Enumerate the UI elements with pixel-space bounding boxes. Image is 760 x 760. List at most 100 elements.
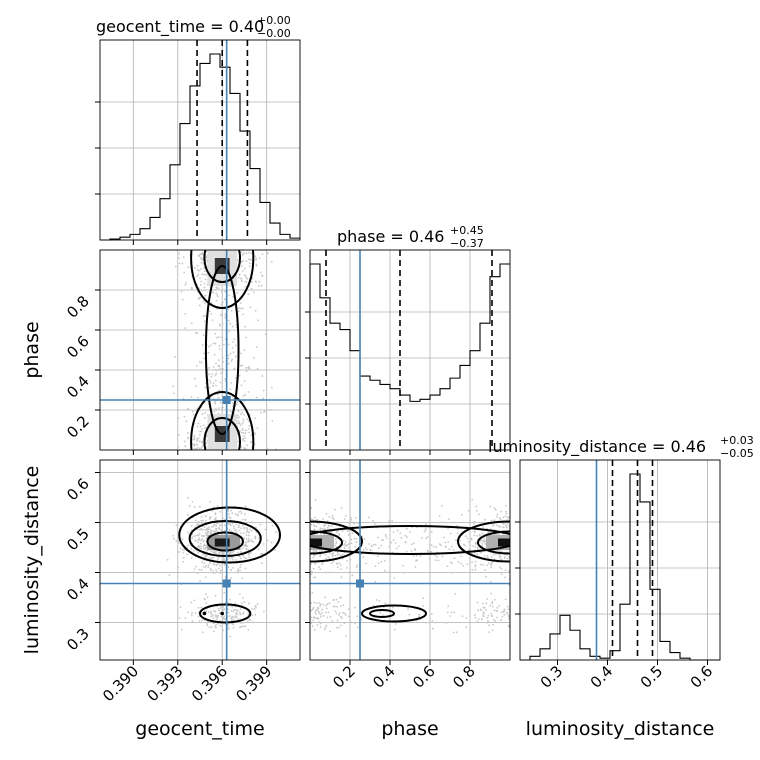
x-tick-label: 0.4 bbox=[369, 662, 399, 692]
sample-point bbox=[222, 406, 224, 409]
scatter-panel-geocent_time-phase: 0.2 0.4 0.6 0.8 bbox=[63, 249, 301, 455]
sample-point bbox=[254, 309, 257, 312]
sample-point bbox=[332, 552, 335, 555]
sample-point bbox=[476, 601, 479, 604]
sample-point bbox=[193, 443, 196, 446]
sample-point bbox=[254, 255, 257, 258]
sample-point bbox=[231, 556, 233, 559]
sample-point bbox=[241, 554, 244, 557]
sample-point bbox=[310, 571, 313, 574]
sample-point bbox=[204, 426, 207, 429]
sample-point bbox=[231, 522, 234, 525]
sample-point bbox=[196, 364, 198, 367]
sample-point bbox=[446, 611, 449, 614]
x-tick-label: 0.396 bbox=[188, 662, 231, 705]
sample-point bbox=[321, 561, 324, 564]
sample-point bbox=[326, 616, 329, 619]
sample-point bbox=[247, 628, 250, 631]
sample-point bbox=[253, 608, 256, 611]
sample-point bbox=[218, 344, 221, 347]
sample-point bbox=[229, 410, 232, 413]
hist-panel-luminosity_distance: 0.3 0.4 0.5 0.6 bbox=[515, 459, 721, 692]
x-tick-label: 0.6 bbox=[687, 662, 717, 692]
sample-point bbox=[341, 553, 344, 556]
sample-point bbox=[346, 559, 349, 562]
sample-point bbox=[219, 372, 222, 375]
sample-point bbox=[310, 602, 312, 604]
sample-point bbox=[197, 523, 200, 526]
x-tick-label: 0.4 bbox=[587, 662, 617, 692]
sample-point bbox=[181, 538, 184, 541]
sample-point bbox=[243, 440, 246, 442]
y-tick-label: 0.4 bbox=[63, 575, 93, 605]
sample-point bbox=[215, 626, 217, 629]
contour-level bbox=[457, 520, 510, 563]
sample-point bbox=[264, 333, 267, 336]
sample-point bbox=[246, 527, 248, 530]
sample-point bbox=[213, 518, 216, 521]
sample-point bbox=[214, 379, 217, 382]
sample-point bbox=[203, 562, 206, 565]
sample-point bbox=[197, 254, 200, 257]
sample-point bbox=[214, 368, 217, 371]
sample-point bbox=[234, 344, 237, 347]
sample-point bbox=[217, 562, 220, 565]
sample-point bbox=[312, 606, 315, 609]
sample-point bbox=[215, 384, 218, 387]
sample-point bbox=[332, 518, 335, 520]
sample-point bbox=[338, 612, 341, 614]
sample-point bbox=[389, 575, 392, 578]
sample-point bbox=[425, 621, 428, 624]
sample-point bbox=[219, 564, 221, 567]
sample-point bbox=[243, 537, 246, 540]
sample-point bbox=[230, 509, 232, 512]
sample-point bbox=[209, 531, 212, 534]
sample-point bbox=[266, 252, 269, 255]
sample-point bbox=[236, 551, 239, 554]
sample-point bbox=[320, 615, 322, 618]
sample-point bbox=[493, 519, 496, 522]
sample-point bbox=[467, 509, 470, 512]
sample-point bbox=[202, 334, 205, 337]
sample-point bbox=[229, 635, 232, 638]
sample-point bbox=[350, 518, 352, 521]
sample-point bbox=[501, 615, 504, 618]
sample-point bbox=[197, 606, 200, 609]
sample-point bbox=[232, 550, 235, 552]
sample-point bbox=[486, 555, 489, 557]
xlabel-luminosity-distance: luminosity_distance bbox=[526, 718, 715, 740]
sample-point bbox=[343, 612, 346, 615]
sample-point bbox=[340, 605, 342, 607]
sample-point bbox=[310, 507, 313, 509]
sample-point bbox=[247, 428, 250, 431]
sample-point bbox=[214, 342, 217, 345]
sample-point bbox=[232, 615, 235, 618]
sample-point bbox=[386, 537, 388, 539]
sample-point bbox=[205, 537, 208, 539]
sample-point bbox=[242, 420, 245, 423]
sample-point bbox=[215, 299, 218, 302]
sample-point bbox=[464, 535, 467, 538]
sample-point bbox=[248, 265, 251, 268]
sample-point bbox=[493, 598, 496, 601]
density-cell bbox=[310, 538, 322, 547]
sample-point bbox=[319, 528, 321, 531]
sample-point bbox=[312, 616, 315, 619]
sample-point bbox=[240, 265, 243, 268]
sample-point bbox=[187, 611, 190, 614]
sample-point bbox=[388, 520, 391, 522]
sample-point bbox=[242, 611, 245, 614]
sample-point bbox=[221, 569, 224, 572]
sample-point bbox=[339, 554, 342, 557]
sample-point bbox=[245, 505, 247, 508]
sample-point bbox=[503, 557, 506, 559]
sample-point bbox=[234, 616, 237, 619]
sample-point bbox=[504, 598, 507, 601]
sample-point bbox=[222, 553, 224, 556]
sample-point bbox=[498, 556, 501, 559]
sample-point bbox=[190, 557, 193, 559]
sample-point bbox=[347, 534, 350, 536]
sample-point bbox=[377, 562, 380, 565]
sample-point bbox=[205, 442, 207, 445]
sample-point bbox=[451, 545, 453, 548]
